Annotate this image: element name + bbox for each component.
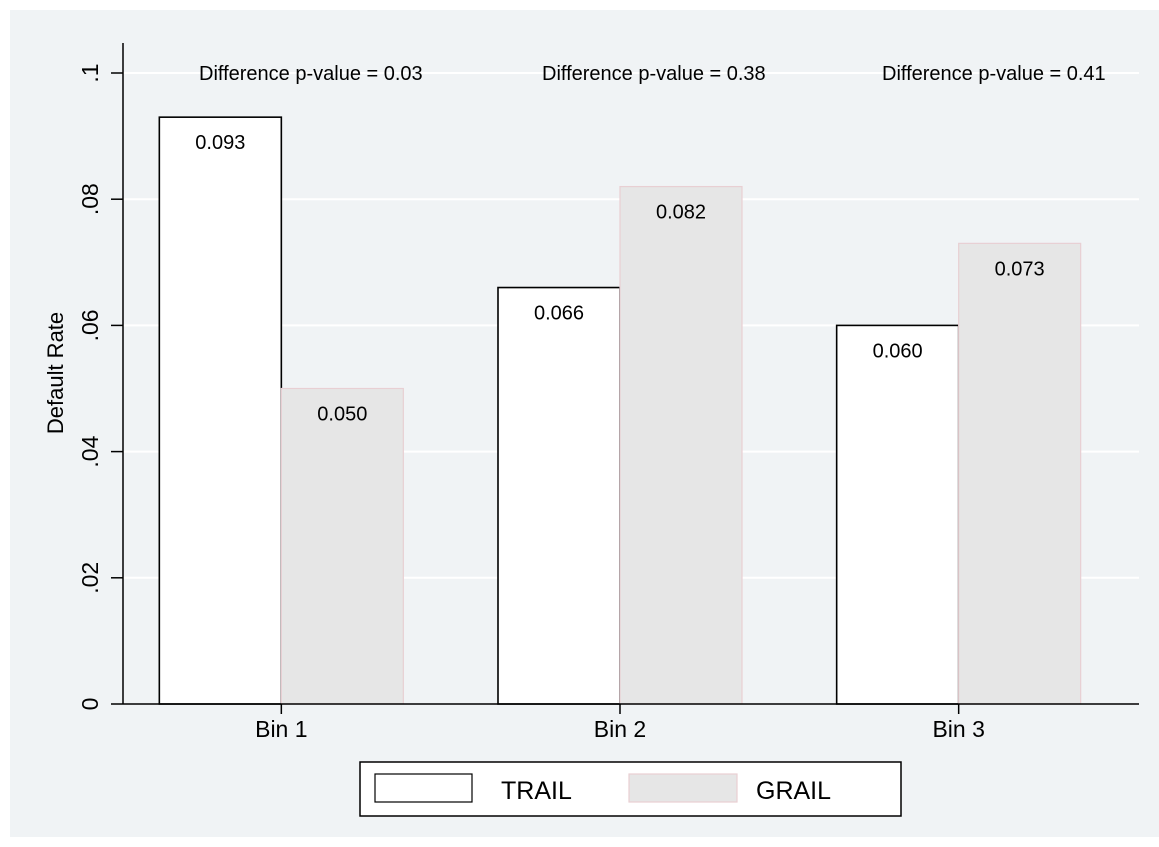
- data-label: 0.082: [656, 202, 706, 224]
- y-tick-label: .02: [77, 562, 103, 594]
- data-label: 0.066: [534, 303, 584, 325]
- y-tick-label: .1: [77, 63, 103, 82]
- legend-swatch-grail: [628, 773, 738, 803]
- bar-grail-2: [619, 185, 743, 705]
- x-tick-label: Bin 1: [255, 716, 307, 742]
- legend-swatch-trail: [374, 773, 473, 803]
- legend: TRAIL GRAIL: [359, 761, 902, 817]
- x-tick-label: Bin 3: [932, 716, 984, 742]
- bar-trail-3: [835, 324, 960, 705]
- y-ticks: 0 .02 .04 .06 .08 .1: [77, 63, 123, 710]
- bar-trail-2: [497, 286, 621, 705]
- annotations: Difference p-value = 0.03 Difference p-va…: [199, 63, 1106, 85]
- y-axis-label: Default Rate: [43, 312, 68, 434]
- p-value-annotation: Difference p-value = 0.38: [542, 63, 766, 85]
- axes: [122, 43, 1139, 705]
- x-ticks: Bin 1 Bin 2 Bin 3: [255, 704, 985, 742]
- y-tick-label: .04: [77, 435, 103, 467]
- legend-label-trail: TRAIL: [501, 777, 572, 805]
- bar-grail-1: [280, 387, 404, 705]
- y-tick-label: 0: [77, 698, 103, 711]
- data-label: 0.093: [195, 132, 245, 154]
- data-label: 0.073: [995, 258, 1045, 280]
- y-tick-label: .06: [77, 309, 103, 341]
- legend-label-grail: GRAIL: [756, 777, 831, 805]
- bar-trail-1: [158, 116, 283, 705]
- data-label: 0.050: [317, 404, 367, 426]
- data-label: 0.060: [873, 340, 923, 362]
- bar-grail-3: [958, 242, 1082, 705]
- p-value-annotation: Difference p-value = 0.03: [199, 63, 423, 85]
- x-tick-label: Bin 2: [594, 716, 646, 742]
- p-value-annotation: Difference p-value = 0.41: [882, 63, 1106, 85]
- bars: 0.093 0.050 0.066 0.082 0.060 0.073: [158, 116, 1082, 705]
- y-tick-label: .08: [77, 183, 103, 215]
